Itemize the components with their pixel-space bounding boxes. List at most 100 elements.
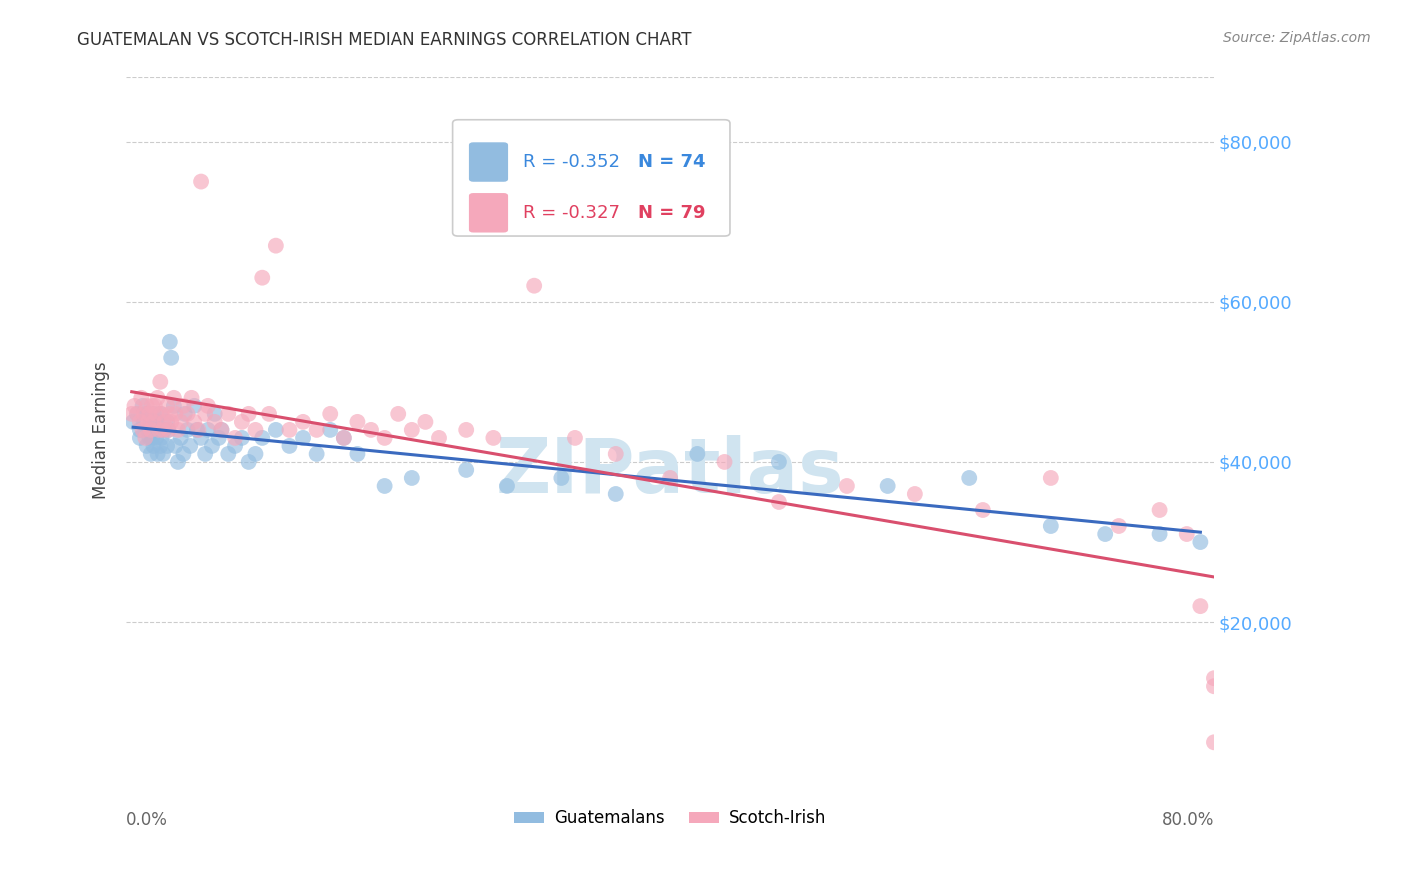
Point [172, 447, 194, 461]
Point [360, 423, 382, 437]
Point [173, 407, 195, 421]
Point [165, 439, 187, 453]
Point [208, 431, 231, 445]
Point [194, 407, 217, 421]
Point [153, 415, 176, 429]
Point [204, 415, 226, 429]
Point [132, 415, 155, 429]
Point [238, 455, 260, 469]
Point [427, 431, 450, 445]
Point [127, 407, 149, 421]
FancyBboxPatch shape [470, 143, 508, 182]
Point [138, 407, 160, 421]
Point [156, 439, 179, 453]
Point [252, 431, 274, 445]
Point [333, 431, 356, 445]
Point [713, 455, 735, 469]
Point [564, 431, 586, 445]
Point [211, 423, 233, 437]
Point [129, 431, 152, 445]
Point [186, 423, 208, 437]
Point [131, 399, 153, 413]
Text: R = -0.352: R = -0.352 [523, 153, 620, 171]
Point [204, 407, 226, 421]
Point [238, 407, 260, 421]
Point [135, 399, 157, 413]
Text: Source: ZipAtlas.com: Source: ZipAtlas.com [1223, 31, 1371, 45]
Point [152, 423, 174, 437]
Point [224, 439, 246, 453]
Point [157, 423, 180, 437]
Point [252, 270, 274, 285]
Point [401, 423, 423, 437]
Point [136, 423, 159, 437]
Point [768, 495, 790, 509]
Point [136, 415, 159, 429]
Point [146, 391, 169, 405]
Text: GUATEMALAN VS SCOTCH-IRISH MEDIAN EARNINGS CORRELATION CHART: GUATEMALAN VS SCOTCH-IRISH MEDIAN EARNIN… [77, 31, 692, 49]
Point [456, 423, 478, 437]
Text: N = 74: N = 74 [637, 153, 704, 171]
Point [129, 415, 152, 429]
Point [149, 375, 172, 389]
Y-axis label: Median Earnings: Median Earnings [93, 361, 110, 499]
Point [1149, 527, 1171, 541]
Point [1202, 735, 1225, 749]
Point [138, 431, 160, 445]
Point [1202, 671, 1225, 685]
Point [768, 455, 790, 469]
Point [957, 471, 980, 485]
FancyBboxPatch shape [453, 120, 730, 236]
Point [1202, 679, 1225, 693]
Point [142, 407, 165, 421]
Point [129, 423, 152, 437]
Text: R = -0.327: R = -0.327 [523, 203, 620, 222]
Point [156, 415, 179, 429]
Point [194, 447, 217, 461]
Point [170, 431, 193, 445]
Point [1108, 519, 1130, 533]
Point [292, 431, 315, 445]
Point [156, 399, 179, 413]
Point [160, 351, 183, 365]
Point [245, 423, 267, 437]
Point [346, 447, 368, 461]
Point [122, 415, 145, 429]
Point [231, 431, 253, 445]
Point [346, 415, 368, 429]
Point [160, 415, 183, 429]
Point [292, 415, 315, 429]
Point [224, 431, 246, 445]
Point [183, 399, 205, 413]
Point [1094, 527, 1116, 541]
Point [1039, 519, 1062, 533]
Point [217, 447, 239, 461]
Point [146, 447, 169, 461]
Point [197, 399, 219, 413]
Point [211, 423, 233, 437]
Point [159, 334, 181, 349]
Point [278, 439, 301, 453]
FancyBboxPatch shape [470, 193, 508, 233]
Point [659, 471, 682, 485]
Point [319, 407, 342, 421]
Text: 0.0%: 0.0% [127, 811, 169, 829]
Point [1189, 535, 1212, 549]
Point [135, 407, 157, 421]
Point [190, 175, 212, 189]
Point [152, 447, 174, 461]
Legend: Guatemalans, Scotch-Irish: Guatemalans, Scotch-Irish [508, 803, 834, 834]
Point [142, 439, 165, 453]
Point [149, 439, 172, 453]
Point [183, 415, 205, 429]
Point [132, 407, 155, 421]
Point [159, 407, 181, 421]
Point [197, 423, 219, 437]
Point [143, 423, 166, 437]
Point [1039, 471, 1062, 485]
Point [305, 447, 328, 461]
Point [139, 447, 162, 461]
Text: N = 79: N = 79 [637, 203, 704, 222]
Point [201, 439, 224, 453]
Point [523, 278, 546, 293]
